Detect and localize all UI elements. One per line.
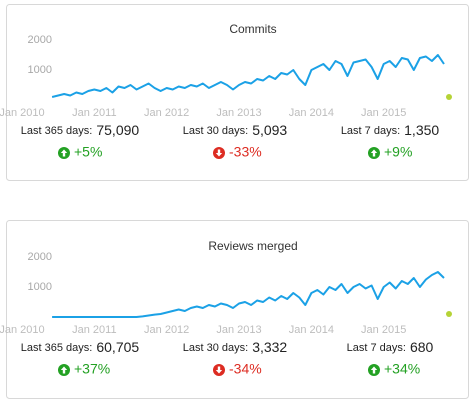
current-marker <box>446 94 452 100</box>
stat-label: Last 30 days: <box>183 342 248 354</box>
stat-label: Last 365 days: <box>21 342 93 354</box>
x-tick-label: Jan 2015 <box>361 107 406 119</box>
up-icon <box>368 147 380 159</box>
x-tick-label: Jan 2014 <box>289 107 334 119</box>
stat-line: Last 365 days: 60,705 <box>21 339 140 355</box>
stat-change: +9% <box>384 144 412 160</box>
x-tick-label: Jan 2011 <box>72 107 116 119</box>
stat-line: Last 7 days: 1,350 <box>341 122 440 138</box>
y-tick-label: 2000 <box>28 251 52 263</box>
stat-label: Last 365 days: <box>21 125 93 137</box>
x-tick-label: Jan 2012 <box>144 107 189 119</box>
stat-value: 680 <box>410 339 434 355</box>
series-line <box>51 54 445 98</box>
stat-change: -33% <box>229 144 262 160</box>
stat-label: Last 7 days: <box>341 125 400 137</box>
x-tick-label: Jan 2013 <box>216 107 261 119</box>
x-tick-label: Jan 2011 <box>72 324 116 336</box>
x-tick-label: Jan 2014 <box>289 324 334 336</box>
x-tick-label: Jan 2010 <box>0 107 45 119</box>
stat-line: Last 30 days: 5,093 <box>183 122 288 138</box>
stat-value: 75,090 <box>96 122 139 138</box>
stat-value: 3,332 <box>252 339 287 355</box>
up-icon <box>368 364 380 376</box>
stat-change: -34% <box>229 361 262 377</box>
stat-line: Last 30 days: 3,332 <box>183 339 288 355</box>
stat-change: +5% <box>74 144 102 160</box>
icon-arrow <box>60 366 68 374</box>
down-icon <box>213 364 225 376</box>
y-tick-label: 2000 <box>28 34 52 46</box>
stat-label: Last 30 days: <box>183 125 248 137</box>
reviews-card <box>6 220 469 399</box>
y-tick-label: 1000 <box>28 281 52 293</box>
down-icon <box>213 147 225 159</box>
x-tick-label: Jan 2012 <box>144 324 189 336</box>
stat-change: +34% <box>384 361 420 377</box>
stat-change: +37% <box>74 361 110 377</box>
commits-card <box>6 4 469 181</box>
x-tick-label: Jan 2013 <box>216 324 261 336</box>
series-line <box>52 271 445 318</box>
chart-title: Reviews merged <box>208 239 297 253</box>
stat-line: Last 7 days: 680 <box>347 339 434 355</box>
icon-arrow <box>60 149 68 157</box>
icon-arrow <box>370 366 378 374</box>
x-tick-label: Jan 2010 <box>0 324 45 336</box>
stat-value: 5,093 <box>252 122 287 138</box>
current-marker <box>446 311 452 317</box>
icon-arrow <box>370 149 378 157</box>
up-icon <box>58 364 70 376</box>
up-icon <box>58 147 70 159</box>
stat-value: 1,350 <box>404 122 439 138</box>
chart-title: Commits <box>229 22 276 36</box>
stat-label: Last 7 days: <box>347 342 406 354</box>
x-tick-label: Jan 2015 <box>361 324 406 336</box>
y-tick-label: 1000 <box>28 64 52 76</box>
stat-value: 60,705 <box>96 339 139 355</box>
stat-line: Last 365 days: 75,090 <box>21 122 140 138</box>
